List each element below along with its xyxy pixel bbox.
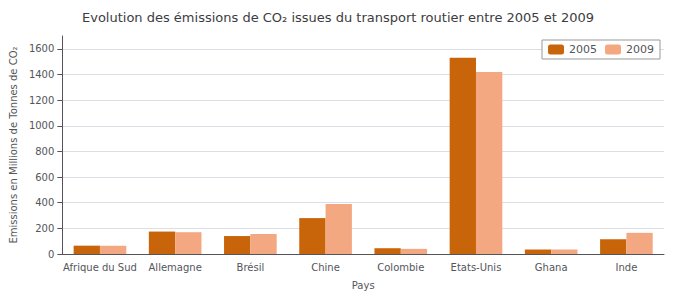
svg-text:Afrique du Sud: Afrique du Sud	[63, 262, 137, 273]
svg-text:Inde: Inde	[615, 262, 637, 273]
svg-text:600: 600	[35, 172, 54, 183]
svg-text:2005: 2005	[569, 43, 597, 56]
svg-text:800: 800	[35, 146, 54, 157]
svg-text:Pays: Pays	[352, 280, 375, 291]
svg-text:2009: 2009	[626, 43, 654, 56]
svg-text:400: 400	[35, 197, 54, 208]
svg-text:1600: 1600	[29, 43, 54, 54]
svg-text:0: 0	[48, 249, 54, 260]
svg-text:Colombie: Colombie	[377, 262, 424, 273]
svg-text:Emissions en Millions de Tonne: Emissions en Millions de Tonnes de CO₂	[8, 46, 19, 243]
svg-text:Chine: Chine	[311, 262, 340, 273]
svg-text:Allemagne: Allemagne	[149, 262, 202, 273]
svg-text:1200: 1200	[29, 95, 54, 106]
svg-text:1000: 1000	[29, 120, 54, 131]
svg-text:1400: 1400	[29, 69, 54, 80]
svg-text:Brésil: Brésil	[237, 262, 265, 273]
svg-text:Etats-Unis: Etats-Unis	[451, 262, 502, 273]
svg-text:Ghana: Ghana	[535, 262, 568, 273]
svg-text:200: 200	[35, 223, 54, 234]
svg-text:Evolution des émissions de CO₂: Evolution des émissions de CO₂ issues du…	[82, 10, 594, 25]
